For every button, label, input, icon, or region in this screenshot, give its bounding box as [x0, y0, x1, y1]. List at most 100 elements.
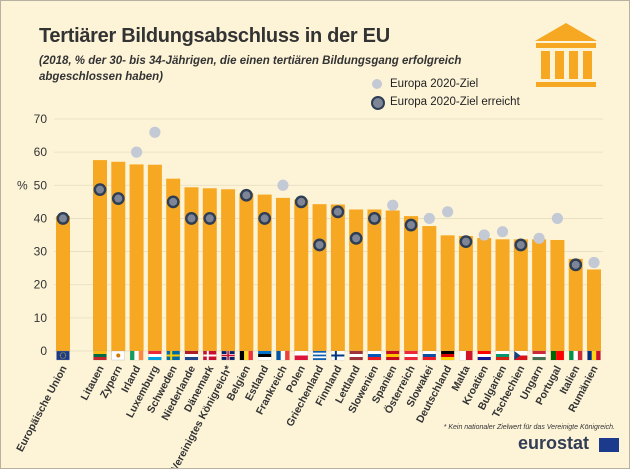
y-tick-label: 30 — [34, 245, 48, 259]
bar — [166, 178, 181, 351]
flag-stripe — [591, 351, 597, 360]
bar — [458, 235, 473, 351]
flag-stripe — [184, 354, 198, 357]
target-reached-marker — [294, 195, 308, 209]
target-marker — [277, 179, 289, 191]
flag-stripe — [441, 357, 455, 360]
flag-stripe — [280, 351, 286, 360]
flag-stripe — [496, 357, 510, 360]
flag-stripe — [477, 357, 491, 360]
flag-star — [63, 357, 65, 359]
chart-title: Tertiärer Bildungsabschluss in der EU — [39, 25, 390, 47]
flag-stripe — [349, 357, 363, 360]
eurostat-logo: eurostat — [518, 433, 590, 453]
flag-stripe — [441, 351, 455, 354]
flag-stripe — [577, 351, 583, 360]
flag-stripe — [239, 351, 245, 360]
bar — [312, 204, 327, 351]
bar — [349, 209, 364, 351]
target-marker — [130, 146, 143, 158]
target-reached-marker — [368, 212, 381, 225]
flag-stripe — [285, 351, 290, 360]
target-marker — [387, 199, 399, 211]
target-marker — [588, 256, 600, 269]
bar — [147, 164, 162, 351]
flag-stripe — [349, 354, 363, 357]
bar — [93, 160, 107, 351]
flag-stripe — [313, 358, 327, 360]
flag-stripe — [532, 351, 546, 354]
flag-stripe — [134, 351, 139, 360]
flag-stripe — [477, 351, 491, 354]
flag-stripe — [313, 354, 327, 357]
bar — [184, 187, 199, 351]
legend-label-target: Europa 2020-Ziel — [390, 78, 479, 90]
flag-stripe — [148, 354, 162, 357]
flag-stripe — [313, 351, 327, 353]
flag-stripe — [422, 351, 436, 354]
target-reached-marker — [111, 192, 125, 205]
bar — [367, 209, 382, 351]
flag-cross — [203, 354, 217, 357]
flag-stripe — [367, 354, 381, 357]
bar — [202, 188, 217, 351]
flag-stripe — [514, 355, 528, 360]
y-tick-label: 60 — [34, 145, 48, 159]
flag-stripe — [93, 354, 107, 357]
y-tick-label: 50 — [34, 178, 48, 192]
flag-stripe — [258, 351, 272, 354]
y-tick-label: 10 — [34, 311, 48, 325]
target-reached-marker — [258, 212, 272, 225]
flag-stripe — [148, 351, 162, 354]
target-reached-marker — [203, 212, 217, 225]
flag-stripe — [130, 351, 135, 360]
target-reached-marker — [404, 218, 418, 232]
flag-stripe — [313, 356, 327, 359]
target-marker — [478, 229, 490, 241]
flag-stripe — [258, 354, 272, 357]
bar — [513, 239, 528, 351]
flag-eu — [56, 350, 70, 361]
bar — [422, 226, 437, 351]
flag-stripe — [244, 351, 249, 360]
bar — [330, 204, 345, 351]
flag-stripe — [573, 351, 578, 360]
flag-stripe — [294, 351, 308, 356]
flag-stripe — [184, 357, 198, 360]
bar — [495, 239, 510, 351]
chart-subtitle: (2018, % der 30- bis 34-Jährigen, die ei… — [39, 55, 462, 83]
bar — [440, 235, 455, 351]
flag-stripe — [313, 352, 327, 355]
flag-stripe — [404, 354, 418, 357]
flag-stripe — [550, 351, 557, 360]
bar — [550, 239, 565, 351]
bar — [257, 194, 272, 351]
flag-triangle — [514, 351, 521, 360]
target-reached-marker — [459, 235, 473, 249]
target-reached-marker — [93, 183, 107, 196]
flag-stripe — [422, 354, 436, 357]
flag-cross — [331, 354, 345, 357]
flag-star — [59, 355, 61, 356]
reached-marker-swatch — [371, 96, 385, 110]
category-label: Europäische Union — [14, 364, 70, 454]
flag-stripe — [596, 351, 601, 360]
flag-star — [60, 353, 62, 355]
target-reached-marker — [166, 195, 180, 209]
flag-stripe — [514, 351, 528, 356]
flag-stripe — [248, 351, 253, 360]
flag-stripe — [258, 357, 272, 360]
target-marker-swatch — [372, 79, 382, 89]
legend-label-reached: Europa 2020-Ziel erreicht — [390, 96, 520, 108]
flag-star — [62, 357, 64, 359]
y-tick-label: 70 — [34, 112, 48, 126]
flag-stripe — [496, 351, 510, 354]
flag-star — [62, 352, 64, 354]
flag-star — [63, 352, 65, 354]
bar — [275, 197, 290, 351]
target-marker — [149, 126, 161, 138]
bar — [532, 239, 547, 351]
bar — [56, 216, 70, 351]
target-reached-marker — [239, 188, 253, 202]
bar — [587, 269, 601, 351]
